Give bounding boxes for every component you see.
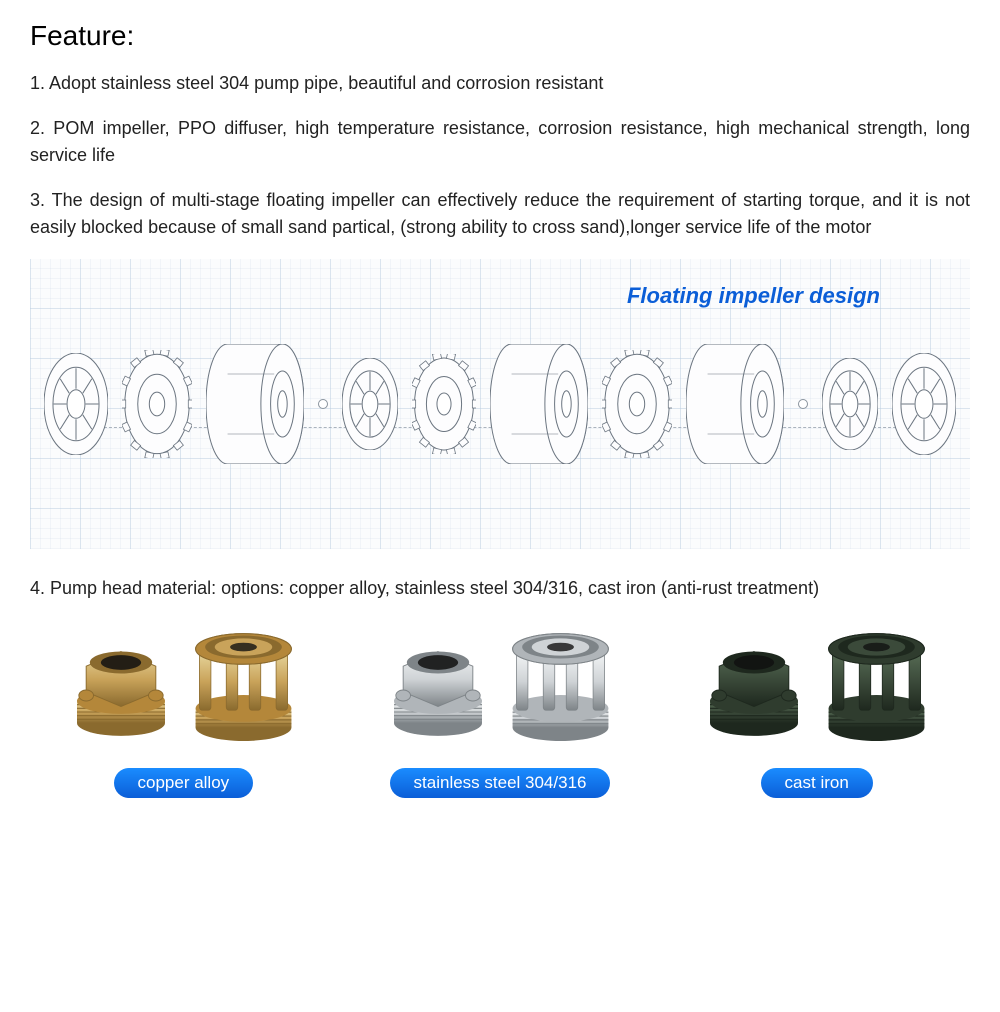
- feature-4: 4. Pump head material: options: copper a…: [30, 575, 970, 602]
- diagram-part-ring: [44, 353, 108, 455]
- pump-head-cage-icon: [819, 620, 934, 750]
- pump-head-nut-icon: [699, 635, 809, 750]
- diagram-part-ring: [342, 358, 398, 450]
- material-label: stainless steel 304/316: [390, 768, 611, 798]
- diagram-part-spacer: [318, 399, 328, 409]
- pump-head-nut-icon: [66, 635, 176, 750]
- diagram-part-gear: [602, 350, 672, 458]
- diagram-part-ring: [822, 358, 878, 450]
- diagram-part-cyl: [206, 344, 304, 464]
- diagram-part-cyl: [686, 344, 784, 464]
- pump-head-cage-icon: [503, 620, 618, 750]
- material-label: copper alloy: [114, 768, 254, 798]
- feature-2: 2. POM impeller, PPO diffuser, high temp…: [30, 115, 970, 169]
- diagram-part-spacer: [798, 399, 808, 409]
- material-label: cast iron: [761, 768, 873, 798]
- diagram-part-ring: [892, 353, 956, 455]
- diagram-part-gear: [412, 354, 476, 454]
- material-2: cast iron: [673, 620, 960, 798]
- pump-head-nut-icon: [383, 635, 493, 750]
- material-images: [66, 620, 301, 750]
- material-1: stainless steel 304/316: [357, 620, 644, 798]
- diagram-part-cyl: [490, 344, 588, 464]
- feature-heading: Feature:: [30, 20, 970, 52]
- pump-head-cage-icon: [186, 620, 301, 750]
- material-images: [383, 620, 618, 750]
- feature-1: 1. Adopt stainless steel 304 pump pipe, …: [30, 70, 970, 97]
- material-0: copper alloy: [40, 620, 327, 798]
- feature-3: 3. The design of multi-stage floating im…: [30, 187, 970, 241]
- diagram-part-gear: [122, 350, 192, 458]
- exploded-view: [30, 259, 970, 549]
- impeller-diagram: Floating impeller design: [30, 259, 970, 549]
- material-images: [699, 620, 934, 750]
- materials-row: copper alloy: [30, 620, 970, 808]
